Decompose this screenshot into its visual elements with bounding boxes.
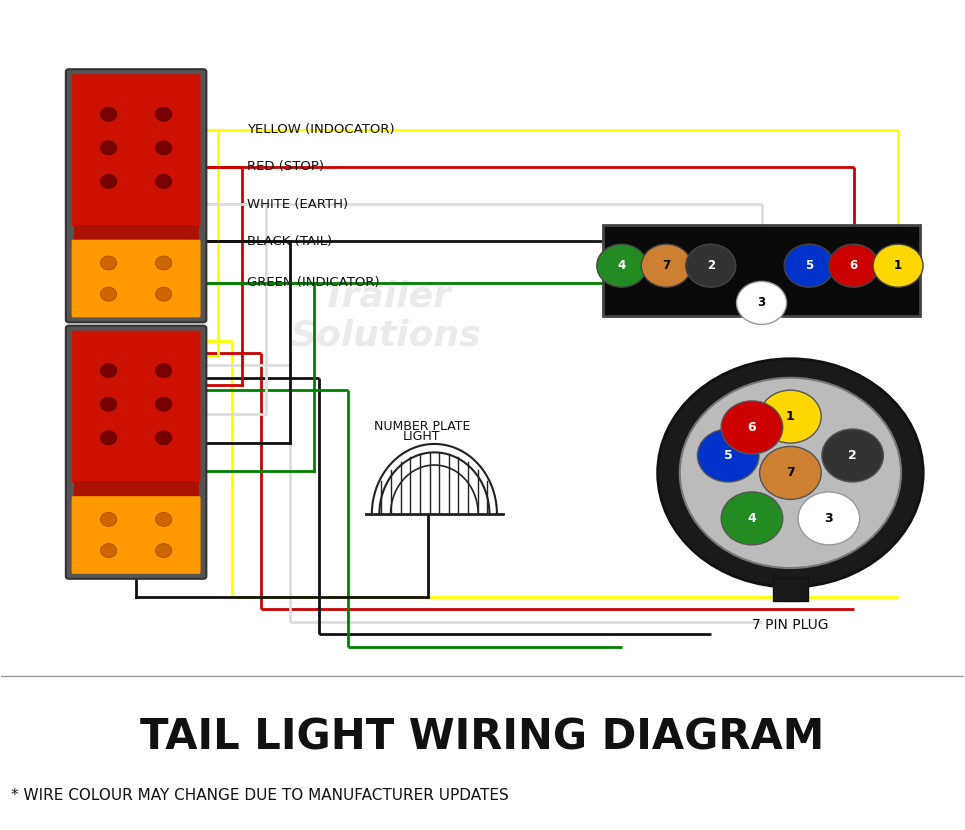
Circle shape xyxy=(686,244,735,287)
Text: * WIRE COLOUR MAY CHANGE DUE TO MANUFACTURER UPDATES: * WIRE COLOUR MAY CHANGE DUE TO MANUFACT… xyxy=(11,788,509,803)
Circle shape xyxy=(657,359,924,587)
Text: Trailer
Solutions: Trailer Solutions xyxy=(290,279,482,353)
FancyBboxPatch shape xyxy=(71,74,201,227)
Circle shape xyxy=(100,431,117,445)
Circle shape xyxy=(155,107,172,121)
FancyBboxPatch shape xyxy=(66,69,207,322)
Circle shape xyxy=(100,364,117,378)
Circle shape xyxy=(100,544,117,558)
Circle shape xyxy=(155,544,172,558)
Text: 2: 2 xyxy=(706,259,715,272)
Circle shape xyxy=(100,398,117,411)
Circle shape xyxy=(822,429,883,482)
FancyBboxPatch shape xyxy=(603,225,921,315)
Text: 1: 1 xyxy=(786,410,795,423)
Circle shape xyxy=(155,141,172,155)
Text: WHITE (EARTH): WHITE (EARTH) xyxy=(247,198,347,211)
FancyBboxPatch shape xyxy=(71,330,201,483)
Bar xyxy=(773,578,808,601)
Circle shape xyxy=(155,512,172,526)
Text: 7: 7 xyxy=(662,259,671,272)
Text: 3: 3 xyxy=(824,512,833,525)
Text: LIGHT: LIGHT xyxy=(403,430,441,442)
Circle shape xyxy=(100,256,117,270)
Text: TAIL LIGHT WIRING DIAGRAM: TAIL LIGHT WIRING DIAGRAM xyxy=(140,716,825,759)
Circle shape xyxy=(155,398,172,411)
Text: 6: 6 xyxy=(849,259,858,272)
Text: YELLOW (INDOCATOR): YELLOW (INDOCATOR) xyxy=(247,123,395,136)
Circle shape xyxy=(679,378,901,568)
Circle shape xyxy=(798,492,860,544)
Circle shape xyxy=(698,429,759,482)
Text: 3: 3 xyxy=(758,296,765,310)
Circle shape xyxy=(721,492,783,544)
Circle shape xyxy=(873,244,924,287)
Text: Trailer
Solutions: Trailer Solutions xyxy=(701,427,803,469)
Text: BLACK (TAIL): BLACK (TAIL) xyxy=(247,235,332,248)
Circle shape xyxy=(100,287,117,301)
Circle shape xyxy=(642,244,691,287)
Text: 4: 4 xyxy=(748,512,757,525)
Bar xyxy=(73,225,199,242)
Circle shape xyxy=(155,174,172,188)
Circle shape xyxy=(736,281,786,325)
Text: 4: 4 xyxy=(618,259,626,272)
Bar xyxy=(73,481,199,498)
Circle shape xyxy=(759,447,821,500)
Text: 6: 6 xyxy=(748,421,757,434)
FancyBboxPatch shape xyxy=(66,325,207,579)
Circle shape xyxy=(721,401,783,454)
Circle shape xyxy=(155,431,172,445)
Text: RED (STOP): RED (STOP) xyxy=(247,160,323,173)
Text: 7 PIN PLUG: 7 PIN PLUG xyxy=(752,618,829,632)
Text: 5: 5 xyxy=(805,259,813,272)
Circle shape xyxy=(759,390,821,443)
Text: 1: 1 xyxy=(894,259,902,272)
Circle shape xyxy=(155,256,172,270)
Circle shape xyxy=(785,244,834,287)
Circle shape xyxy=(100,174,117,188)
FancyBboxPatch shape xyxy=(71,496,201,574)
Text: 5: 5 xyxy=(724,449,732,462)
Text: 2: 2 xyxy=(848,449,857,462)
Text: NUMBER PLATE: NUMBER PLATE xyxy=(373,421,470,433)
Text: GREEN (INDICATOR): GREEN (INDICATOR) xyxy=(247,276,379,289)
FancyBboxPatch shape xyxy=(71,240,201,317)
Circle shape xyxy=(596,244,647,287)
Circle shape xyxy=(100,107,117,121)
Circle shape xyxy=(100,512,117,526)
Text: 7: 7 xyxy=(786,466,795,480)
Circle shape xyxy=(155,364,172,378)
Circle shape xyxy=(155,287,172,301)
Circle shape xyxy=(100,141,117,155)
Circle shape xyxy=(829,244,879,287)
